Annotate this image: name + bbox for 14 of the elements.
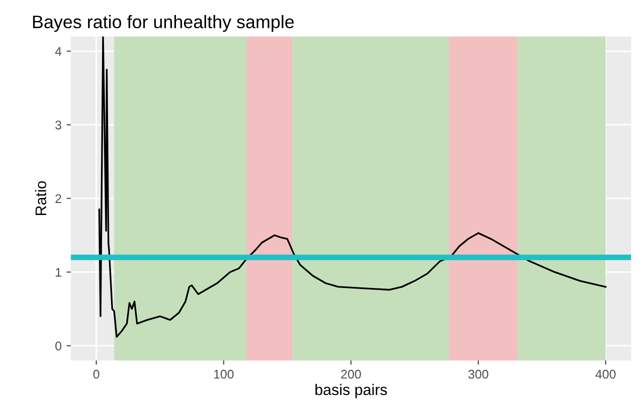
x-tick-label: 0 bbox=[93, 370, 100, 379]
x-tick-label: 400 bbox=[596, 370, 616, 379]
y-tick-label: 3 bbox=[55, 120, 62, 130]
y-tick-label: 4 bbox=[55, 47, 62, 56]
line-series bbox=[98, 36, 606, 338]
y-tick-label: 0 bbox=[55, 342, 62, 350]
x-tick-label: 100 bbox=[214, 370, 234, 379]
x-axis-title: basis pairs bbox=[315, 384, 387, 398]
y-tick-label: 2 bbox=[55, 194, 62, 203]
y-axis-title: Ratio bbox=[35, 181, 46, 216]
y-tick-label: 1 bbox=[56, 268, 62, 277]
x-tick-label: 200 bbox=[341, 370, 361, 379]
x-tick-label: 300 bbox=[468, 370, 488, 379]
chart-title: Bayes ratio for unhealthy sample bbox=[33, 15, 294, 32]
